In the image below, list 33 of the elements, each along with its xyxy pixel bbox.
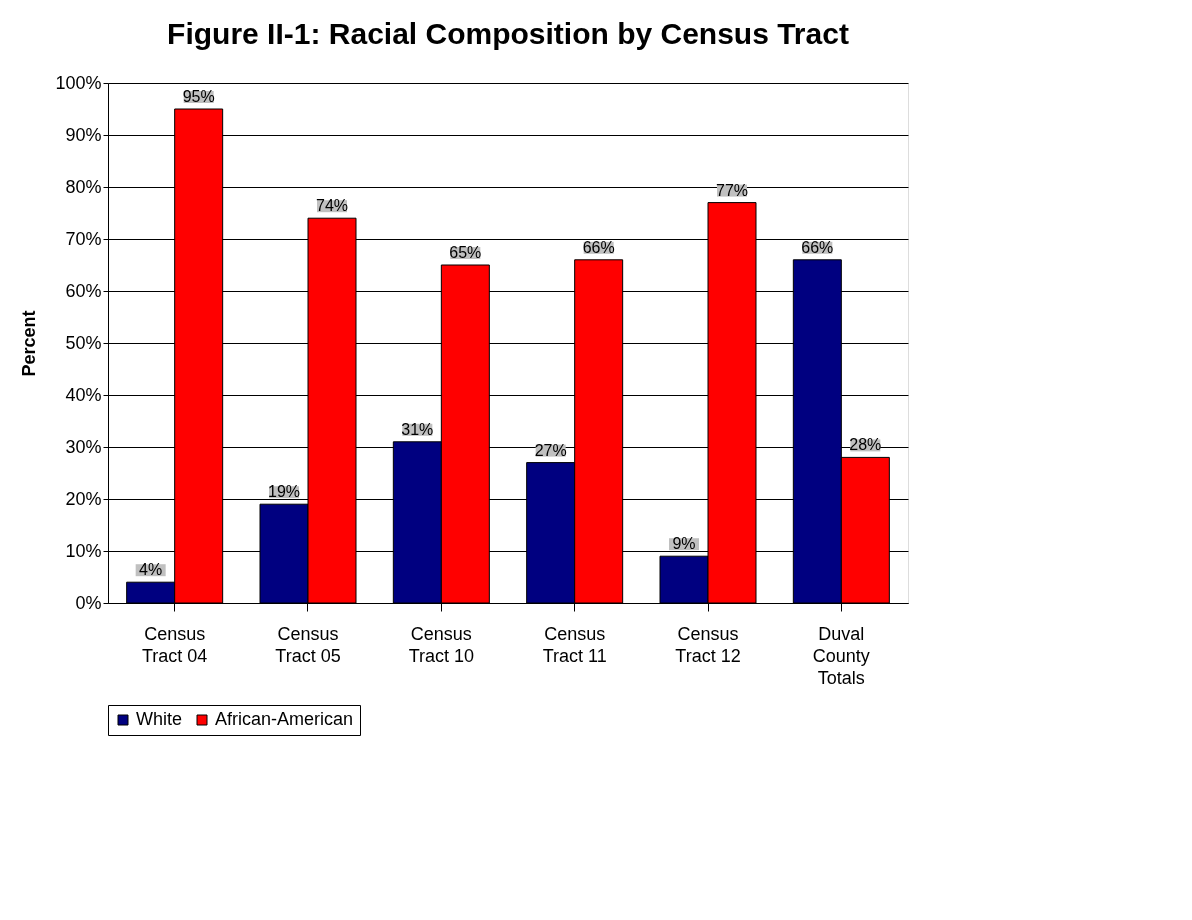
y-tick-label: 20%	[65, 488, 102, 509]
data-label: 95%	[182, 88, 215, 105]
data-label: 77%	[715, 181, 749, 199]
chart-title: Figure II-1: Racial Composition by Census Tract	[167, 17, 849, 50]
x-tick-label: Census Tract 12	[675, 623, 741, 666]
data-label: 74%	[315, 197, 349, 215]
y-tick-label: 10%	[65, 540, 102, 561]
y-tick-label: 0%	[75, 592, 102, 613]
data-label: 4%	[139, 561, 163, 579]
legend-label: White	[136, 709, 183, 729]
y-axis-title: Percent	[19, 310, 40, 377]
data-label: 66%	[801, 238, 834, 256]
x-tick-label: Census Tract 10	[408, 623, 475, 666]
data-label: 27%	[534, 441, 567, 459]
data-label: 9%	[672, 535, 696, 553]
y-tick-label: 60%	[65, 280, 102, 301]
x-tick-label: Census Tract 04	[141, 623, 208, 666]
y-tick-label: 100%	[55, 72, 102, 93]
x-tick-label: Census Tract 11	[542, 623, 607, 666]
y-tick-label: 30%	[65, 436, 102, 457]
x-tick-label: Census Tract 05	[275, 623, 341, 666]
data-label: 31%	[401, 420, 434, 438]
data-label: 65%	[449, 244, 482, 261]
x-tick-label: Duval County Totals	[812, 623, 870, 688]
y-tick-label: 50%	[65, 332, 102, 353]
y-tick-label: 90%	[65, 124, 102, 145]
y-tick-label: 70%	[65, 228, 102, 249]
legend-label: African-American	[215, 709, 354, 729]
data-label: 66%	[582, 238, 615, 256]
y-tick-label: 40%	[65, 384, 102, 405]
data-label: 19%	[267, 483, 301, 501]
data-label: 28%	[849, 436, 882, 454]
y-tick-label: 80%	[65, 176, 102, 197]
